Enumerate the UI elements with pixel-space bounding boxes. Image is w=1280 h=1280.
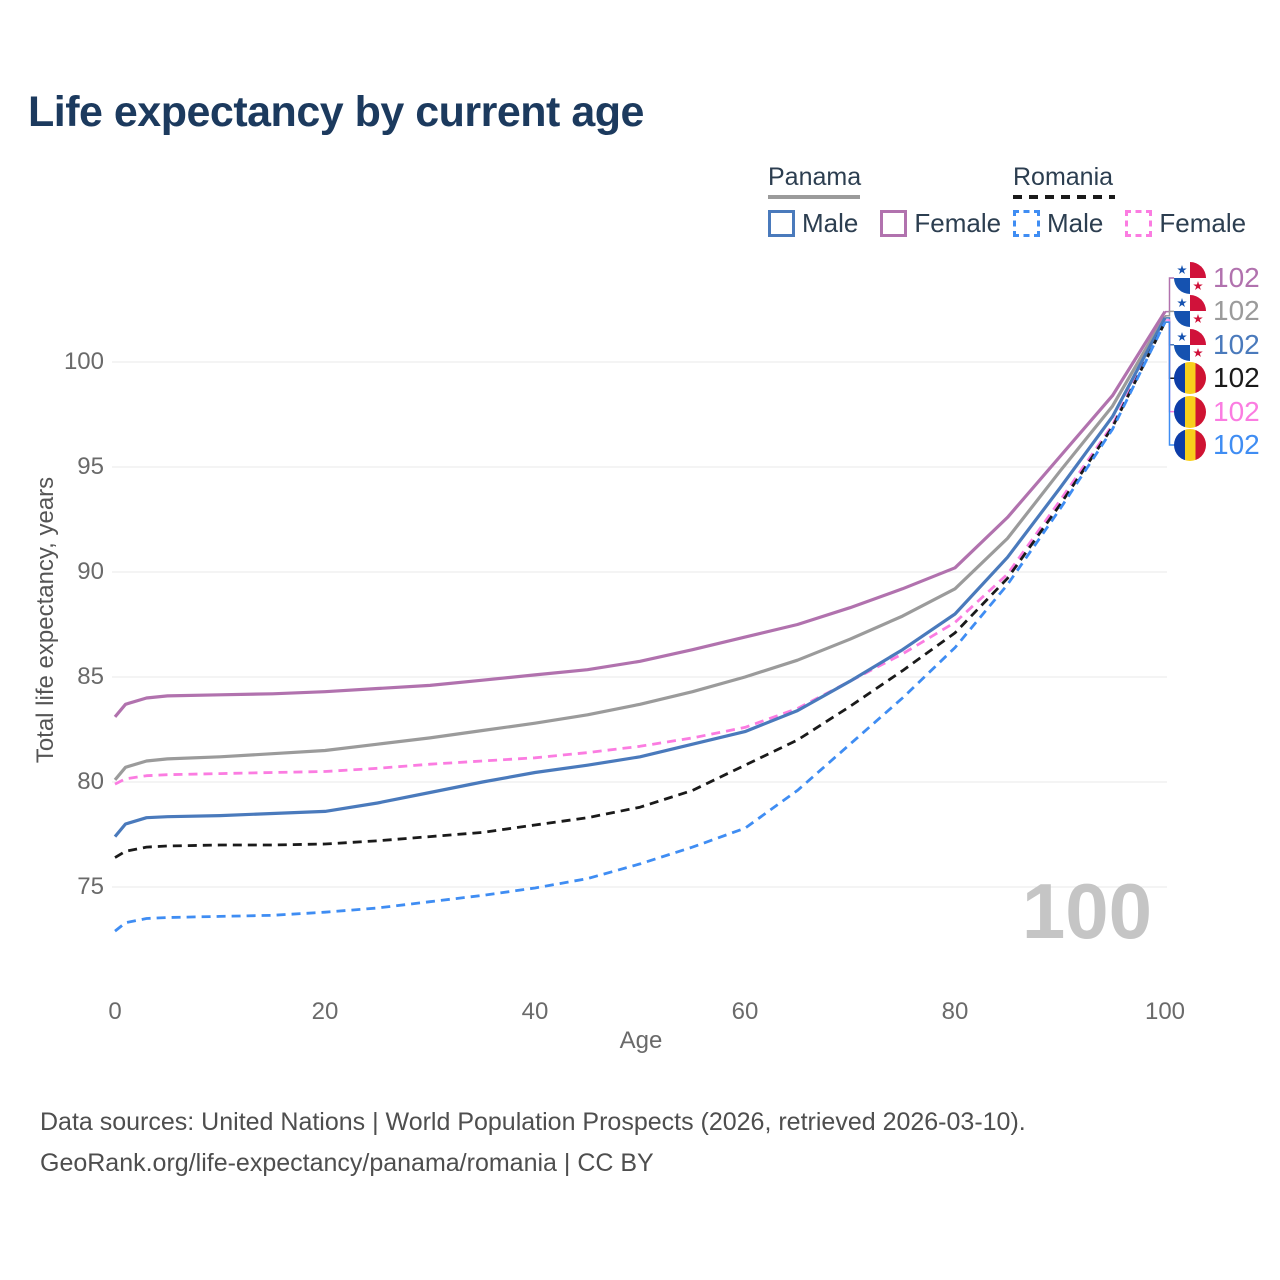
panama-female-swatch-icon: [880, 210, 908, 237]
x-axis-title: Age: [619, 1027, 663, 1054]
romania-female-swatch-icon: [1125, 210, 1153, 237]
panama-flag-icon: [1174, 295, 1206, 327]
x-tick-label: 80: [941, 998, 969, 1025]
end-value-label: 102: [1213, 395, 1260, 427]
legend-country-panama[interactable]: Panama: [768, 163, 862, 191]
end-label-row-romania-female: 102: [1174, 395, 1260, 429]
romania-flag-icon: [1174, 396, 1206, 428]
legend-item-panama-female[interactable]: Female: [880, 208, 1001, 239]
legend-group-romania: Romania Male Female: [1013, 163, 1246, 239]
plot-canvas[interactable]: [0, 0, 1280, 1080]
legend-items-panama: Male Female: [768, 208, 1001, 239]
legend-item-label: Male: [802, 208, 859, 238]
romania-flag-icon: [1174, 362, 1206, 394]
y-tick-label: 90: [77, 558, 104, 585]
end-label-row-romania-total: 102: [1174, 361, 1260, 395]
legend-item-label: Female: [914, 208, 1002, 238]
series-line-romania-both-sexes[interactable]: [114, 321, 1167, 859]
romania-flag-icon: [1174, 429, 1206, 461]
end-value-label: 102: [1213, 262, 1260, 293]
end-value-label: 102: [1213, 328, 1260, 360]
legend-item-panama-male[interactable]: Male: [768, 208, 858, 239]
legend-group-panama: Panama Male Female: [768, 163, 1001, 239]
y-axis-title: Total life expectancy, years: [32, 476, 59, 764]
data-sources-line: Data sources: United Nations | World Pop…: [40, 1108, 1026, 1136]
end-label-row-romania-male: 102: [1174, 428, 1260, 462]
romania-line-style-sample: [1013, 195, 1115, 199]
series-line-romania-male[interactable]: [114, 321, 1167, 933]
romania-male-swatch-icon: [1013, 210, 1040, 237]
legend-item-romania-male[interactable]: Male: [1013, 208, 1103, 239]
page-title: Life expectancy by current age: [28, 88, 644, 136]
series-line-panama-female[interactable]: [113, 310, 1167, 718]
legend-items-romania: Male Female: [1013, 208, 1246, 239]
x-tick-label: 40: [521, 998, 549, 1025]
attribution-footer: Data sources: United Nations | World Pop…: [40, 1102, 1026, 1184]
panama-flag-icon: [1174, 262, 1206, 294]
legend-country-romania[interactable]: Romania: [1013, 163, 1114, 191]
end-label-connector: [1165, 277, 1176, 313]
panama-male-swatch-icon: [768, 210, 795, 237]
end-value-label: 102: [1213, 362, 1260, 394]
x-tick-label: 60: [731, 998, 759, 1025]
series-line-romania-female[interactable]: [114, 319, 1167, 786]
x-tick-label: 100: [1144, 998, 1186, 1025]
end-label-row-panama-male: 102: [1174, 328, 1260, 362]
series-line-panama-male[interactable]: [113, 317, 1167, 838]
legend-item-label: Female: [1159, 208, 1247, 238]
end-label-connector: [1165, 321, 1176, 446]
y-tick-label: 95: [77, 453, 104, 480]
panama-flag-icon: [1174, 329, 1206, 361]
y-tick-label: 85: [77, 663, 104, 690]
panama-line-style-sample: [768, 195, 860, 199]
legend-item-romania-female[interactable]: Female: [1125, 208, 1246, 239]
y-tick-label: 80: [77, 768, 104, 795]
legend-item-label: Male: [1047, 208, 1104, 238]
hovered-age-watermark: 100: [1021, 867, 1152, 955]
y-tick-label: 75: [77, 873, 104, 900]
end-label-row-panama-total: 102: [1174, 294, 1260, 328]
series-line-panama-both-sexes[interactable]: [113, 314, 1167, 781]
x-tick-label: 20: [311, 998, 339, 1025]
y-tick-label: 100: [63, 348, 104, 375]
end-value-label: 102: [1213, 429, 1260, 460]
source-url-line: GeoRank.org/life-expectancy/panama/roman…: [40, 1149, 654, 1177]
x-tick-label: 0: [108, 998, 122, 1025]
end-label-connector: [1165, 310, 1176, 317]
end-value-label: 102: [1213, 295, 1260, 327]
end-label-row-panama-female: 102: [1174, 261, 1260, 295]
